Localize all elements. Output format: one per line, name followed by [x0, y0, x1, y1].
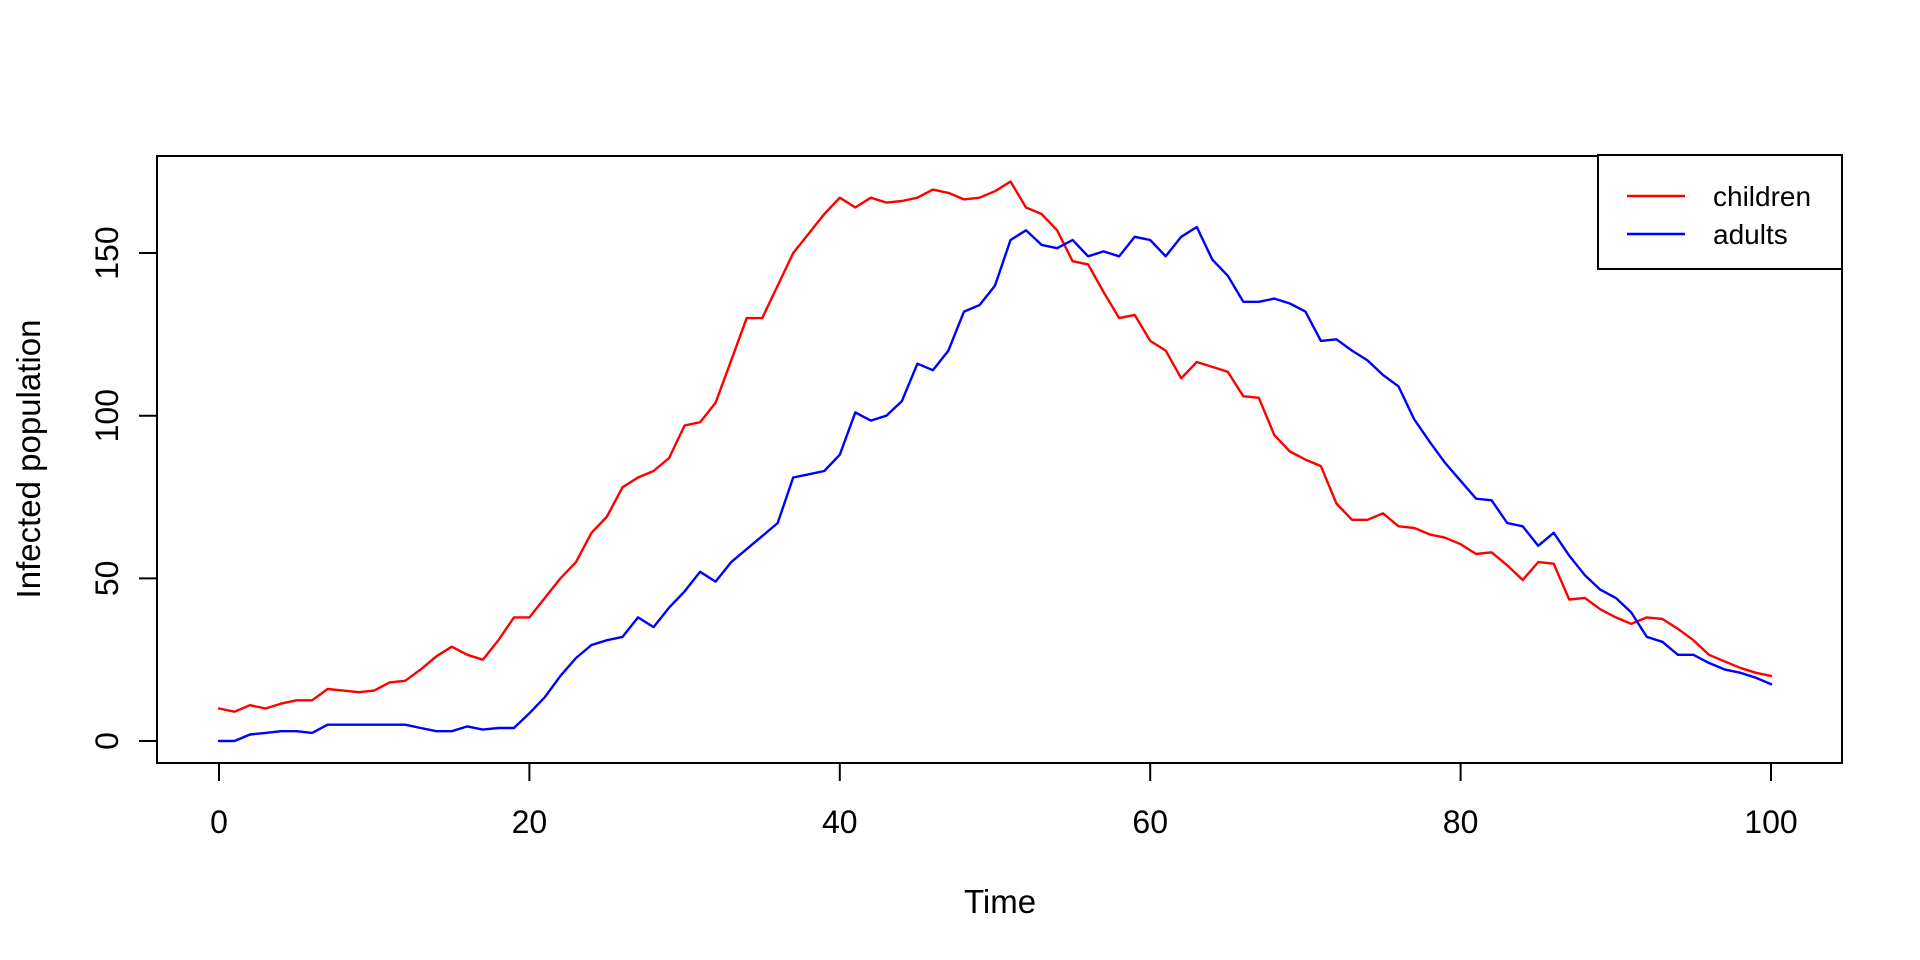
y-tick-label: 0	[89, 732, 125, 750]
x-axis: 0 20 40 60 80 100	[210, 763, 1798, 840]
y-tick-label: 50	[89, 561, 125, 597]
x-tick-label: 100	[1744, 804, 1797, 840]
children-line	[217, 180, 1773, 713]
x-tick-label: 20	[512, 804, 548, 840]
x-tick-label: 0	[210, 804, 228, 840]
x-tick-label: 40	[822, 804, 858, 840]
legend-label-children: children	[1713, 181, 1811, 212]
legend: children adults	[1597, 154, 1843, 270]
y-tick-label: 100	[89, 389, 125, 442]
y-tick-label: 150	[89, 226, 125, 279]
plot-box	[156, 155, 1843, 764]
y-axis-title: Infected population	[10, 320, 47, 599]
legend-box	[1597, 154, 1843, 270]
x-axis-title: Time	[964, 883, 1036, 920]
y-axis: 0 50 100 150	[89, 226, 157, 750]
series-group	[217, 180, 1773, 743]
x-tick-label: 80	[1443, 804, 1479, 840]
adults-line	[217, 225, 1773, 743]
legend-label-adults: adults	[1713, 219, 1788, 250]
x-tick-label: 60	[1132, 804, 1168, 840]
